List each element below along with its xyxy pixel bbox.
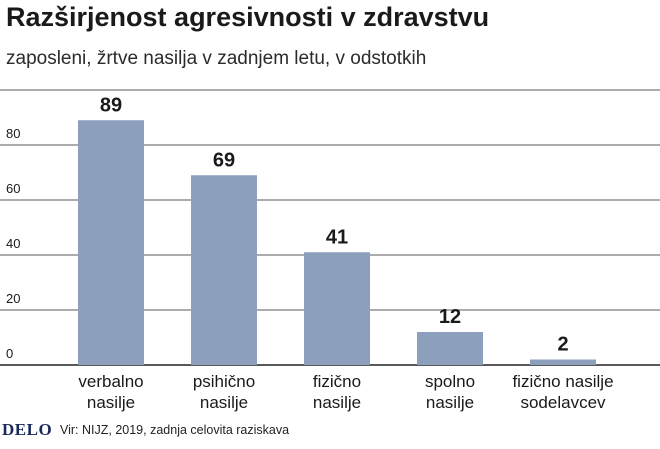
category-label: spolno <box>425 372 475 391</box>
footer: DELO Vir: NIJZ, 2019, zadnja celovita ra… <box>0 420 660 444</box>
bar <box>191 175 257 365</box>
data-label: 89 <box>100 94 122 116</box>
data-label: 12 <box>439 306 461 328</box>
y-tick-label: 40 <box>6 236 20 251</box>
bar <box>78 120 144 365</box>
category-label: fizično nasilje <box>512 372 613 391</box>
category-label: nasilje <box>426 393 474 412</box>
bars <box>78 120 596 365</box>
bar <box>304 252 370 365</box>
category-labels: verbalno nasilje psihično nasilje fizično nas… <box>78 372 613 412</box>
data-label: 69 <box>213 149 235 171</box>
data-label: 2 <box>557 334 568 356</box>
bar <box>417 332 483 365</box>
y-tick-label: 0 <box>6 346 13 361</box>
y-tick-label: 80 <box>6 126 20 141</box>
chart-subtitle: zaposleni, žrtve nasilja v zadnjem letu,… <box>6 48 427 69</box>
data-labels: 89 69 41 12 2 <box>100 94 569 355</box>
y-tick-label: 60 <box>6 181 20 196</box>
data-label: 41 <box>326 226 348 248</box>
chart-title: Razširjenost agresivnosti v zdravstvu <box>6 2 490 32</box>
category-label: fizično <box>313 372 361 391</box>
category-label: sodelavcev <box>520 393 606 412</box>
category-label: nasilje <box>200 393 248 412</box>
category-label: nasilje <box>313 393 361 412</box>
category-label: psihično <box>193 372 255 391</box>
category-label: nasilje <box>87 393 135 412</box>
y-tick-labels: 0 20 40 60 80 <box>6 126 20 361</box>
category-label: verbalno <box>78 372 143 391</box>
delo-logo: DELO <box>2 420 53 439</box>
y-tick-label: 20 <box>6 291 20 306</box>
source-note: Vir: NIJZ, 2019, zadnja celovita raziska… <box>60 423 290 437</box>
bar <box>530 359 596 365</box>
